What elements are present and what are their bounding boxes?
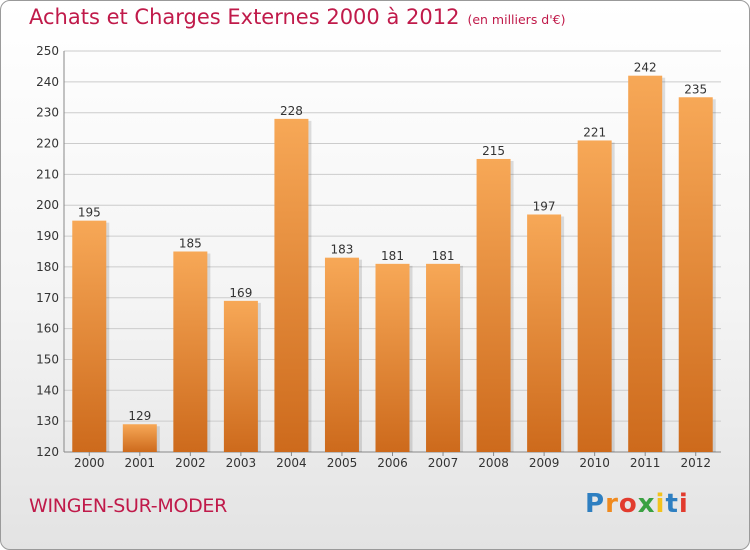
data-label: 129 (128, 409, 151, 423)
logo-letter: i (655, 489, 666, 519)
y-tick-label: 130 (36, 414, 59, 428)
bar (527, 214, 562, 452)
x-tick-label: 2010 (579, 456, 610, 470)
x-tick-label: 2006 (377, 456, 408, 470)
logo-letter: r (605, 489, 619, 519)
bar (173, 251, 208, 452)
bar (628, 75, 663, 452)
x-tick-label: 2001 (125, 456, 156, 470)
commune-name: WINGEN-SUR-MODER (29, 495, 228, 517)
y-tick-label: 140 (36, 383, 59, 397)
bar (274, 118, 309, 452)
data-label: 235 (684, 82, 707, 96)
data-label: 197 (533, 199, 556, 213)
bar (122, 424, 157, 452)
data-label: 185 (179, 237, 202, 251)
data-label: 195 (78, 206, 101, 220)
y-tick-label: 240 (36, 75, 59, 89)
y-tick-label: 220 (36, 137, 59, 151)
bar (324, 257, 359, 452)
logo-letter: o (618, 489, 638, 519)
data-label: 169 (229, 286, 252, 300)
logo-letter: t (665, 489, 679, 519)
proxiti-logo: Proxiti (585, 489, 689, 519)
x-tick-label: 2009 (529, 456, 560, 470)
data-label: 242 (634, 61, 657, 75)
logo-letter: x (637, 489, 656, 519)
data-label: 181 (381, 249, 404, 263)
y-tick-label: 180 (36, 260, 59, 274)
chart-unit-text: (en milliers d'€) (467, 12, 566, 27)
x-tick-label: 2008 (478, 456, 509, 470)
data-label: 215 (482, 144, 505, 158)
data-label: 183 (331, 243, 354, 257)
x-tick-label: 2012 (680, 456, 711, 470)
data-label: 228 (280, 104, 303, 118)
x-tick-label: 2000 (74, 456, 105, 470)
x-tick-label: 2002 (175, 456, 206, 470)
data-label: 181 (432, 249, 455, 263)
chart-title: Achats et Charges Externes 2000 à 2012 (e… (29, 5, 566, 29)
x-tick-label: 2011 (630, 456, 661, 470)
y-tick-label: 250 (36, 44, 59, 58)
bar (476, 158, 511, 452)
chart-title-text: Achats et Charges Externes 2000 à 2012 (29, 5, 460, 29)
y-tick-label: 160 (36, 322, 59, 336)
bar (577, 140, 612, 452)
data-label: 221 (583, 125, 606, 139)
y-tick-label: 200 (36, 198, 59, 212)
x-tick-label: 2004 (276, 456, 307, 470)
bar (375, 263, 410, 452)
x-tick-label: 2007 (428, 456, 459, 470)
bar (426, 263, 461, 452)
bar (72, 220, 107, 452)
logo-letter: P (585, 489, 606, 519)
y-tick-label: 210 (36, 167, 59, 181)
bar (223, 300, 258, 452)
y-tick-label: 150 (36, 352, 59, 366)
bar (678, 97, 713, 453)
y-tick-label: 190 (36, 229, 59, 243)
x-tick-label: 2005 (327, 456, 358, 470)
logo-letter: i (678, 489, 689, 519)
x-tick-label: 2003 (226, 456, 257, 470)
y-tick-label: 120 (36, 445, 59, 459)
y-tick-label: 170 (36, 291, 59, 305)
y-tick-label: 230 (36, 106, 59, 120)
